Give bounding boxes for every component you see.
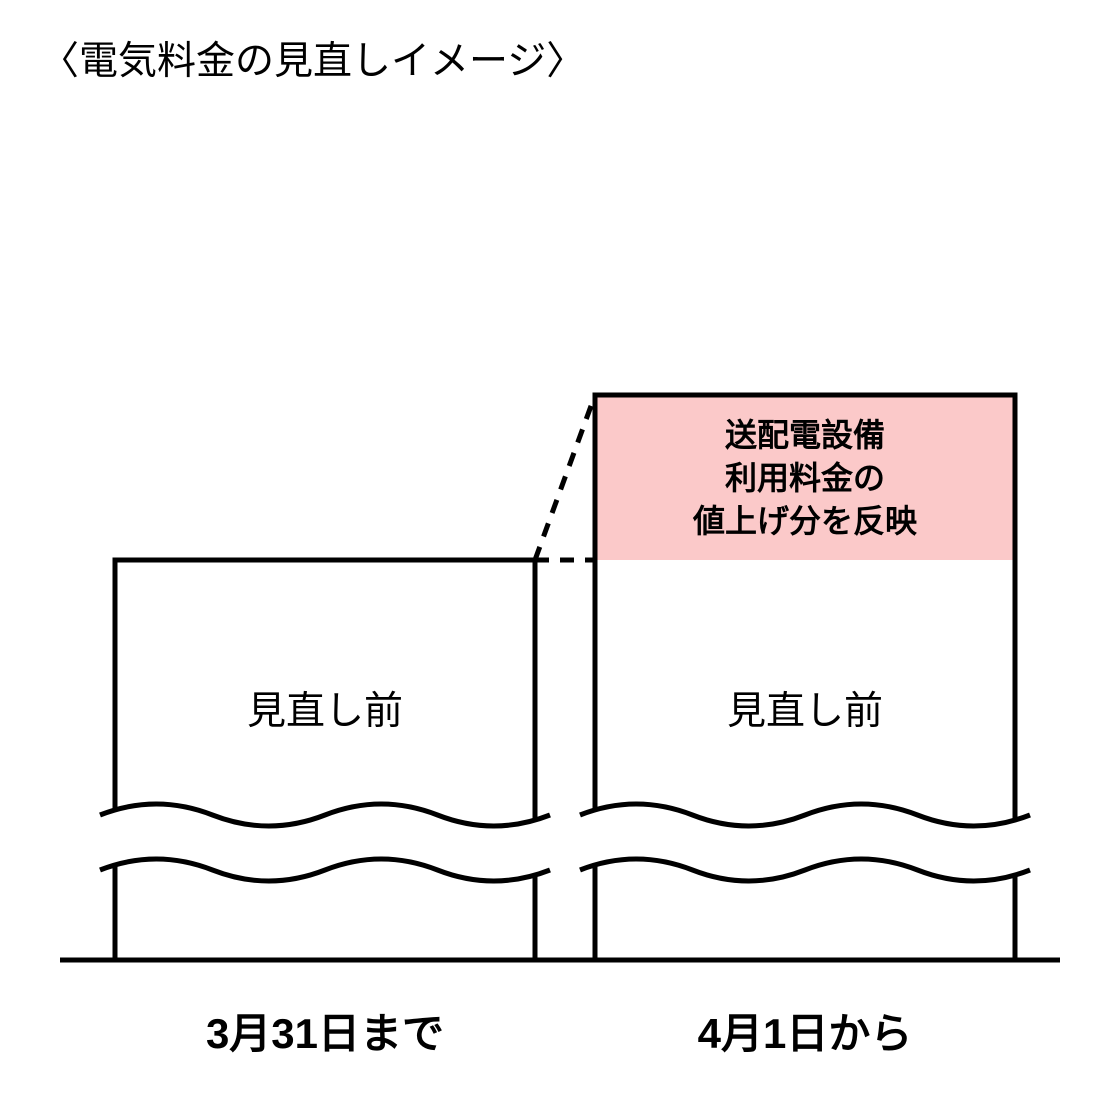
right-axis-label: 4月1日から	[595, 1000, 1015, 1061]
price-revision-diagram	[0, 0, 1117, 1095]
increase-band-text: 送配電設備利用料金の値上げ分を反映	[595, 414, 1015, 544]
left-bar-label: 見直し前	[115, 680, 535, 736]
left-axis-label: 3月31日まで	[115, 1000, 535, 1061]
diagram-title: 〈電気料金の見直しイメージ〉	[40, 30, 585, 86]
right-bar-label: 見直し前	[595, 680, 1015, 736]
